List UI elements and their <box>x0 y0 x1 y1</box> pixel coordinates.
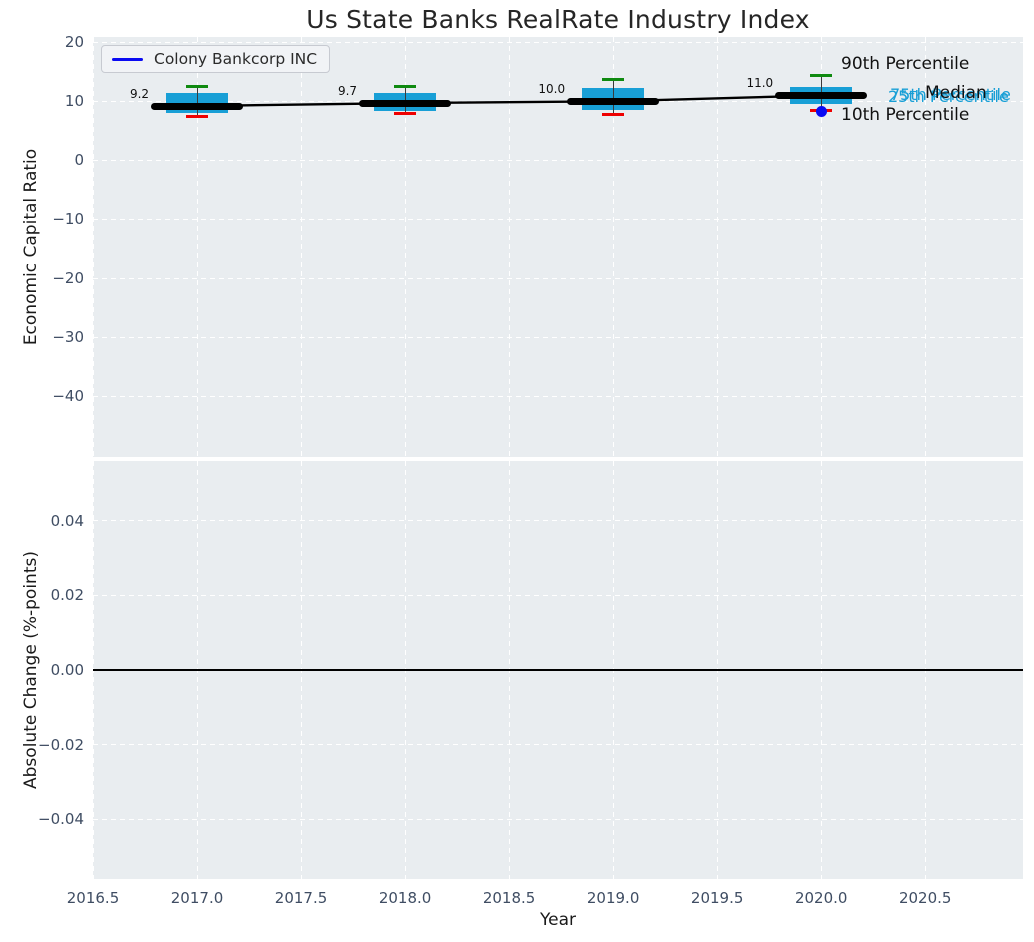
y-tick-label: −20 <box>52 269 84 288</box>
y-tick-label: −40 <box>52 387 84 406</box>
p90-whisker-cap <box>810 74 833 78</box>
horizontal-gridline <box>93 395 1023 397</box>
vertical-gridline <box>612 37 614 457</box>
vertical-gridline <box>300 37 302 457</box>
y-tick-label: −10 <box>52 210 84 229</box>
x-tick-label: 2019.5 <box>690 889 744 907</box>
vertical-gridline <box>924 37 926 457</box>
annotation-90th-percentile: 90th Percentile <box>841 54 970 74</box>
x-tick-label: 2016.5 <box>66 889 120 907</box>
zero-reference-line <box>93 669 1023 671</box>
x-axis-label: Year <box>540 910 576 930</box>
y-tick-label: 0.00 <box>50 661 84 679</box>
legend-line-sample <box>112 57 143 61</box>
horizontal-gridline <box>93 218 1023 220</box>
p10-whisker-cap <box>186 115 209 119</box>
legend: Colony Bankcorp INC <box>101 45 331 73</box>
p90-whisker-cap <box>186 85 209 89</box>
median-value-label: 9.7 <box>337 84 358 99</box>
p90-whisker-cap <box>394 85 417 89</box>
median-value-label: 10.0 <box>538 82 566 97</box>
annotation-75th-percentile: 75th Percentile <box>890 85 1011 104</box>
x-tick-label: 2020.0 <box>794 889 848 907</box>
legend-label: Colony Bankcorp INC <box>154 50 318 68</box>
vertical-gridline <box>820 37 822 457</box>
y-tick-label: 0.02 <box>50 586 84 605</box>
x-tick-label: 2018.0 <box>378 889 432 907</box>
median-bar <box>359 99 452 107</box>
horizontal-gridline <box>93 277 1023 279</box>
y-tick-label: −30 <box>52 328 84 347</box>
vertical-gridline <box>196 37 198 457</box>
p10-whisker-cap <box>394 112 417 116</box>
x-tick-label: 2017.5 <box>274 889 328 907</box>
horizontal-gridline <box>93 41 1023 43</box>
horizontal-gridline <box>93 336 1023 338</box>
x-tick-label: 2017.0 <box>170 889 224 907</box>
top-plot-area: 9.2 9.7 10.0 11.0 <box>93 37 1023 457</box>
y-tick-label: 10 <box>64 92 84 111</box>
x-tick-label: 2018.5 <box>482 889 536 907</box>
x-tick-label: 2019.0 <box>586 889 640 907</box>
horizontal-gridline <box>93 520 1023 522</box>
horizontal-gridline <box>93 594 1023 596</box>
x-tick-label: 2020.5 <box>898 889 952 907</box>
horizontal-gridline <box>93 159 1023 161</box>
median-value-label: 11.0 <box>746 76 774 91</box>
annotation-25th-percentile: 25th Percentile <box>888 87 1009 106</box>
annotation-10th-percentile: 10th Percentile <box>841 105 970 125</box>
vertical-gridline <box>716 37 718 457</box>
vertical-gridline <box>404 37 406 457</box>
median-trend-line <box>195 94 823 108</box>
bottom-plot-area <box>93 461 1023 879</box>
y-tick-label: −0.02 <box>38 735 84 754</box>
y-tick-label: 0.04 <box>50 511 84 530</box>
p10-whisker-cap <box>602 112 625 116</box>
median-value-label: 9.2 <box>129 87 150 102</box>
median-bar <box>775 91 868 99</box>
vertical-gridline <box>93 37 94 457</box>
annotation-median: Median <box>925 83 987 103</box>
y-axis-label-top: Economic Capital Ratio <box>21 148 41 346</box>
p90-whisker-cap <box>602 77 625 81</box>
horizontal-gridline <box>93 818 1023 820</box>
y-tick-label: −0.04 <box>38 810 84 829</box>
company-data-point <box>815 105 827 117</box>
y-tick-label: 20 <box>64 33 84 52</box>
chart-title: Us State Banks RealRate Industry Index <box>306 5 810 34</box>
median-bar <box>567 97 660 105</box>
median-bar <box>151 102 244 110</box>
horizontal-gridline <box>93 744 1023 745</box>
whisker-line <box>196 86 198 117</box>
whisker-line <box>612 79 614 115</box>
vertical-gridline <box>508 37 510 457</box>
y-tick-label: 0 <box>74 151 84 170</box>
